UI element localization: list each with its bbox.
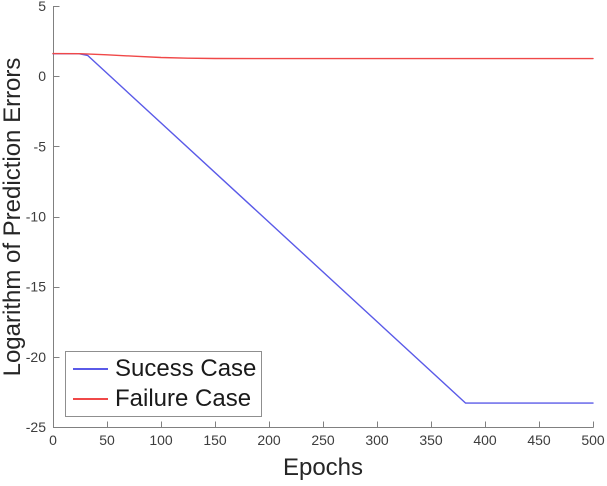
tick-label: 300 bbox=[365, 432, 389, 448]
tick-label: 50 bbox=[99, 432, 115, 448]
legend-item-failure: Failure Case bbox=[66, 384, 261, 414]
tick-label: 500 bbox=[581, 432, 605, 448]
x-axis-ticks: 0 50 100 150 200 250 300 350 400 450 500 bbox=[49, 421, 605, 448]
tick-label: 250 bbox=[311, 432, 335, 448]
legend-label-success: Sucess Case bbox=[115, 355, 257, 382]
series-line-failure bbox=[52, 52, 594, 60]
legend-label-failure: Failure Case bbox=[115, 385, 252, 412]
tick-label: 5 bbox=[38, 0, 46, 14]
tick-label: 150 bbox=[203, 432, 227, 448]
tick-label: -10 bbox=[26, 209, 46, 225]
tick-label: 0 bbox=[49, 432, 57, 448]
legend-item-success: Sucess Case bbox=[66, 354, 261, 384]
y-axis-ticks: 5 0 -5 -10 -15 -20 -25 bbox=[26, 0, 60, 435]
tick-label: 200 bbox=[257, 432, 281, 448]
tick-label: -20 bbox=[26, 349, 46, 365]
success-line-swatch bbox=[73, 368, 108, 370]
legend: Sucess Case Failure Case bbox=[65, 351, 262, 417]
tick-label: 0 bbox=[38, 68, 46, 84]
tick-label: 450 bbox=[527, 432, 551, 448]
tick-label: 100 bbox=[149, 432, 173, 448]
tick-label: 400 bbox=[473, 432, 497, 448]
tick-label: -15 bbox=[26, 279, 46, 295]
tick-label: -25 bbox=[26, 419, 46, 435]
x-axis-label: Epochs bbox=[282, 454, 364, 481]
failure-line-swatch bbox=[73, 398, 108, 400]
tick-label: -5 bbox=[34, 138, 47, 154]
y-axis-label: Logarithm of Prediction Errors bbox=[0, 57, 26, 377]
tick-label: 350 bbox=[419, 432, 443, 448]
